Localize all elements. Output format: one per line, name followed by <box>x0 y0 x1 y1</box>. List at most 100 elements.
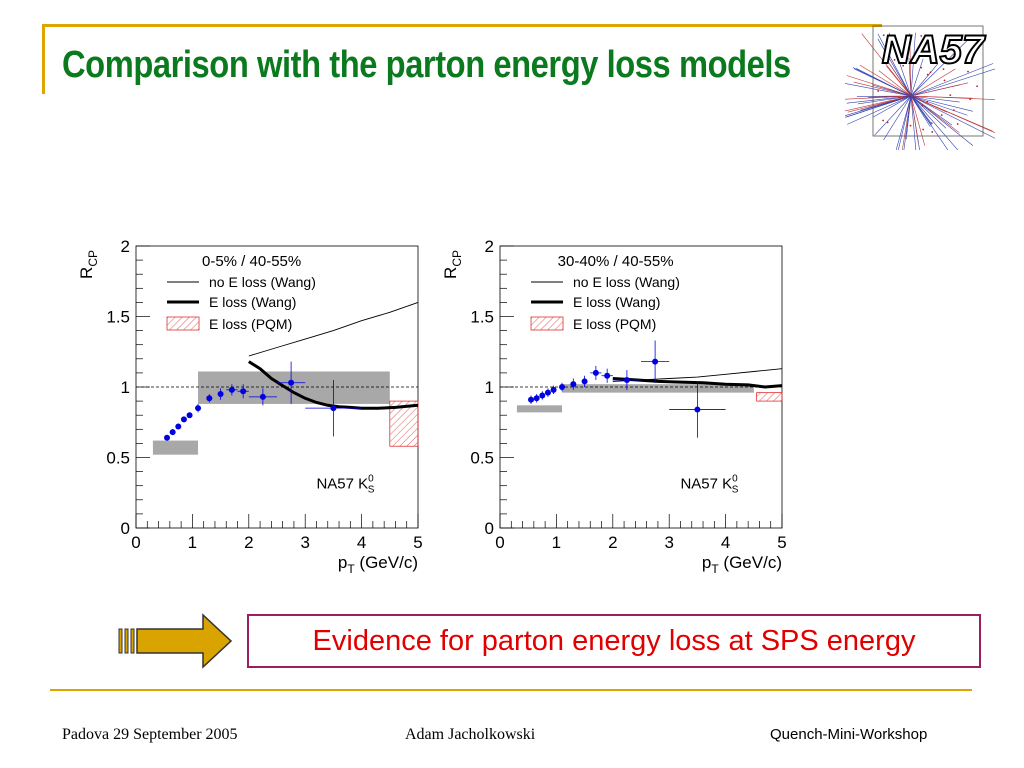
logo-hit <box>893 59 896 61</box>
logo-ray <box>883 95 912 141</box>
data-point <box>195 403 202 413</box>
data-point <box>217 388 224 400</box>
logo-ray <box>910 95 932 124</box>
logo-ray <box>895 95 912 150</box>
logo-ray <box>877 33 912 97</box>
y-axis-label: RCP <box>77 250 100 279</box>
data-marker <box>164 434 171 441</box>
data-marker <box>604 372 611 379</box>
data-marker <box>206 395 213 402</box>
logo-ray <box>853 81 912 97</box>
logo-hit <box>920 66 923 69</box>
data-marker <box>180 416 187 423</box>
logo-ray <box>910 63 939 97</box>
logo-hit <box>976 85 979 88</box>
logo-ray <box>845 83 912 97</box>
logo-ray <box>846 95 912 104</box>
legend-swatch-hatched <box>166 316 200 331</box>
logo-hit <box>949 94 952 97</box>
data-marker <box>240 388 247 395</box>
footer-divider <box>50 689 972 691</box>
data-point <box>590 365 602 380</box>
data-marker <box>195 405 202 412</box>
logo-hit <box>969 98 972 101</box>
footer-author: Adam Jacholkowski <box>405 726 536 743</box>
logo-detector-frame <box>872 25 984 137</box>
logo-ray <box>872 95 912 118</box>
data-marker <box>217 391 224 398</box>
x-tick-label: 4 <box>721 533 730 552</box>
logo-ray <box>852 67 912 97</box>
y-tick-label: 1 <box>485 378 494 397</box>
legend-entry: no E loss (Wang) <box>573 274 680 290</box>
data-marker <box>570 381 577 388</box>
logo-ray <box>861 33 912 97</box>
x-tick-label: 3 <box>300 533 309 552</box>
data-marker <box>259 393 266 400</box>
y-tick-label: 0.5 <box>106 449 130 468</box>
logo-hit <box>931 131 934 133</box>
logo-ray <box>845 95 912 112</box>
data-point <box>186 412 193 419</box>
species-annotation-main: NA57 K <box>680 476 732 493</box>
x-tick-label: 0 <box>495 533 504 552</box>
footer-date-location: Padova 29 September 2005 <box>62 726 238 743</box>
logo-hit <box>882 34 885 37</box>
x-tick-label: 0 <box>131 533 140 552</box>
logo-hit <box>920 35 923 37</box>
x-tick-label: 5 <box>777 533 786 552</box>
logo-hit <box>902 64 905 67</box>
logo-event-rays <box>845 32 995 150</box>
logo-ray <box>910 95 917 150</box>
logo-hit <box>882 119 885 122</box>
legend-entry: E loss (Wang) <box>209 294 296 310</box>
logo-ray <box>902 95 912 150</box>
x-axis-label-unit: (GeV/c) <box>355 553 418 572</box>
logo-ray <box>910 95 995 139</box>
data-point <box>533 394 540 403</box>
title-accent-corner <box>42 24 45 94</box>
logo-ray <box>910 95 947 129</box>
logo-hit <box>940 114 943 116</box>
panel-label: 30-40% / 40-55% <box>558 253 674 270</box>
x-axis-label-unit: (GeV/c) <box>719 553 782 572</box>
y-axis-label: RCP <box>441 250 464 279</box>
logo-ray <box>883 55 912 97</box>
logo-hit <box>967 70 969 73</box>
y-axis-label-main: R <box>441 267 460 279</box>
data-point <box>601 368 613 383</box>
x-axis-label-main: p <box>702 553 711 572</box>
y-axis-label-sub: CP <box>450 250 464 267</box>
logo-ray <box>847 95 912 125</box>
species-annotation-sup: 0 <box>368 474 374 485</box>
y-tick-label: 0 <box>485 519 494 538</box>
data-point <box>226 384 238 396</box>
logo-ray <box>903 95 912 150</box>
logo-ray <box>847 95 912 113</box>
species-annotation-sup: 0 <box>732 474 738 485</box>
logo-ray <box>910 58 924 97</box>
species-annotation-sub: S <box>368 485 375 496</box>
y-tick-label: 1.5 <box>106 308 130 327</box>
data-marker <box>330 405 337 412</box>
data-point <box>559 382 566 392</box>
legend-swatch-hatched <box>530 316 564 331</box>
x-tick-label: 2 <box>608 533 617 552</box>
data-point <box>169 429 176 436</box>
logo-ray <box>859 64 912 97</box>
y-tick-label: 1.5 <box>470 308 494 327</box>
x-axis-label-sub: T <box>347 562 355 576</box>
x-tick-label: 3 <box>664 533 673 552</box>
systematic-band <box>562 384 754 393</box>
data-marker <box>581 378 588 385</box>
y-tick-label: 1 <box>121 378 130 397</box>
logo-ray <box>910 95 926 146</box>
logo-ray <box>910 95 959 150</box>
data-marker <box>175 423 182 430</box>
logo-ray <box>867 95 912 98</box>
logo-hit <box>942 68 945 70</box>
logo-ray <box>910 95 974 146</box>
logo-hit <box>930 122 933 125</box>
logo-ray <box>857 95 912 105</box>
x-tick-label: 4 <box>357 533 366 552</box>
